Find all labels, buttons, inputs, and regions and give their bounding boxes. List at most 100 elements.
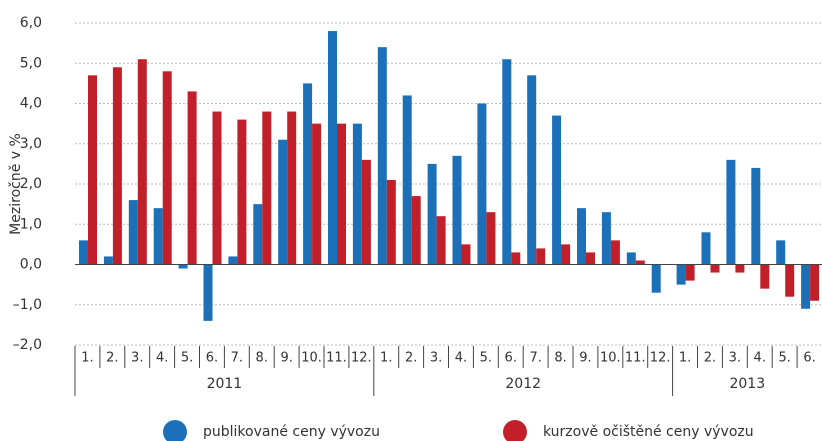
bar: [112, 67, 122, 265]
y-tick-label: 3,0: [20, 136, 42, 152]
bar: [361, 159, 371, 265]
x-tick-label: 2.: [704, 351, 716, 366]
x-tick-label: 3.: [430, 351, 442, 366]
x-tick-label: 6.: [206, 351, 218, 366]
x-tick-label: 12.: [351, 351, 372, 366]
bar: [352, 123, 362, 265]
bar: [328, 31, 337, 265]
x-tick-label: 1.: [380, 351, 392, 366]
x-tick-label: 4.: [754, 351, 766, 366]
x-tick-label: 11.: [625, 351, 646, 366]
bar: [402, 95, 412, 265]
y-tick-label: 0,0: [20, 257, 42, 273]
bar: [436, 216, 446, 265]
bar: [203, 264, 213, 321]
bar: [477, 103, 487, 265]
bar: [137, 59, 147, 265]
bar: [162, 71, 172, 265]
bar: [411, 196, 421, 265]
x-tick-label: 2.: [106, 351, 118, 366]
x-tick-label: 5.: [181, 351, 193, 366]
bar: [586, 252, 595, 265]
y-tick-label: –1,0: [13, 297, 42, 313]
bar: [626, 252, 636, 265]
x-tick-label: 3.: [729, 351, 741, 366]
bar: [103, 256, 113, 265]
y-tick-label: 6,0: [20, 15, 42, 31]
legend-label: publikované ceny vývozu: [203, 424, 380, 440]
y-tick-label: 4,0: [20, 96, 42, 112]
bar: [685, 264, 695, 281]
bar: [212, 111, 222, 265]
x-tick-label: 9.: [579, 351, 591, 366]
legend-label: kurzově očištěné ceny vývozu: [543, 424, 754, 440]
bar: [601, 212, 611, 265]
bar: [178, 264, 188, 269]
x-tick-label: 10.: [301, 351, 322, 366]
bar: [486, 212, 496, 265]
bar: [461, 244, 471, 265]
y-tick-label: –2,0: [13, 337, 42, 353]
bar: [228, 256, 238, 265]
bar: [785, 264, 795, 297]
bar: [502, 59, 512, 265]
bar: [760, 264, 770, 289]
x-tick-label: 8.: [256, 351, 268, 366]
bar: [377, 47, 387, 265]
y-tick-label: 1,0: [20, 216, 42, 232]
bar: [610, 240, 620, 265]
x-tick-label: 12.: [650, 351, 671, 366]
y-axis-label: Meziročně v %: [8, 133, 24, 235]
bar: [536, 248, 546, 265]
bar: [511, 252, 521, 265]
bar: [253, 204, 263, 265]
bar: [577, 208, 586, 265]
bar: [88, 75, 97, 265]
bar: [337, 123, 346, 265]
bar: [237, 119, 247, 265]
x-tick-label: 1.: [81, 351, 93, 366]
bar: [262, 111, 272, 265]
x-tick-label: 4.: [156, 351, 168, 366]
x-tick-label: 5.: [480, 351, 492, 366]
x-tick-label: 8.: [554, 351, 566, 366]
bar: [701, 232, 711, 265]
x-tick-label: 2.: [405, 351, 417, 366]
group-label: 2013: [729, 376, 765, 392]
x-tick-label: 10.: [600, 351, 621, 366]
bar: [128, 200, 138, 265]
bar: [735, 264, 745, 273]
legend-marker: [163, 420, 187, 441]
bar: [635, 260, 645, 265]
x-tick-label: 7.: [231, 351, 243, 366]
bar: [810, 264, 820, 301]
x-tick-label: 4.: [455, 351, 467, 366]
bar: [801, 264, 811, 309]
bar: [776, 240, 786, 265]
bar: [153, 208, 163, 265]
legend-marker: [503, 420, 527, 441]
x-tick-label: 1.: [679, 351, 691, 366]
bar: [552, 115, 562, 265]
x-tick-label: 6.: [505, 351, 517, 366]
x-tick-label: 6.: [803, 351, 815, 366]
x-tick-label: 11.: [326, 351, 347, 366]
bar: [187, 91, 197, 265]
bar: [676, 264, 686, 285]
x-tick-label: 3.: [131, 351, 143, 366]
bar: [287, 111, 297, 265]
bar: [561, 244, 571, 265]
bar: [710, 264, 720, 273]
bar: [79, 240, 88, 265]
bar: [726, 159, 736, 265]
y-tick-label: 2,0: [20, 176, 42, 192]
bar: [278, 139, 288, 265]
bar: [312, 123, 322, 265]
x-tick-label: 9.: [280, 351, 292, 366]
bar: [751, 167, 761, 265]
bar: [651, 264, 661, 293]
group-label: 2012: [505, 376, 541, 392]
y-tick-label: 5,0: [20, 55, 42, 71]
bar: [386, 179, 396, 265]
